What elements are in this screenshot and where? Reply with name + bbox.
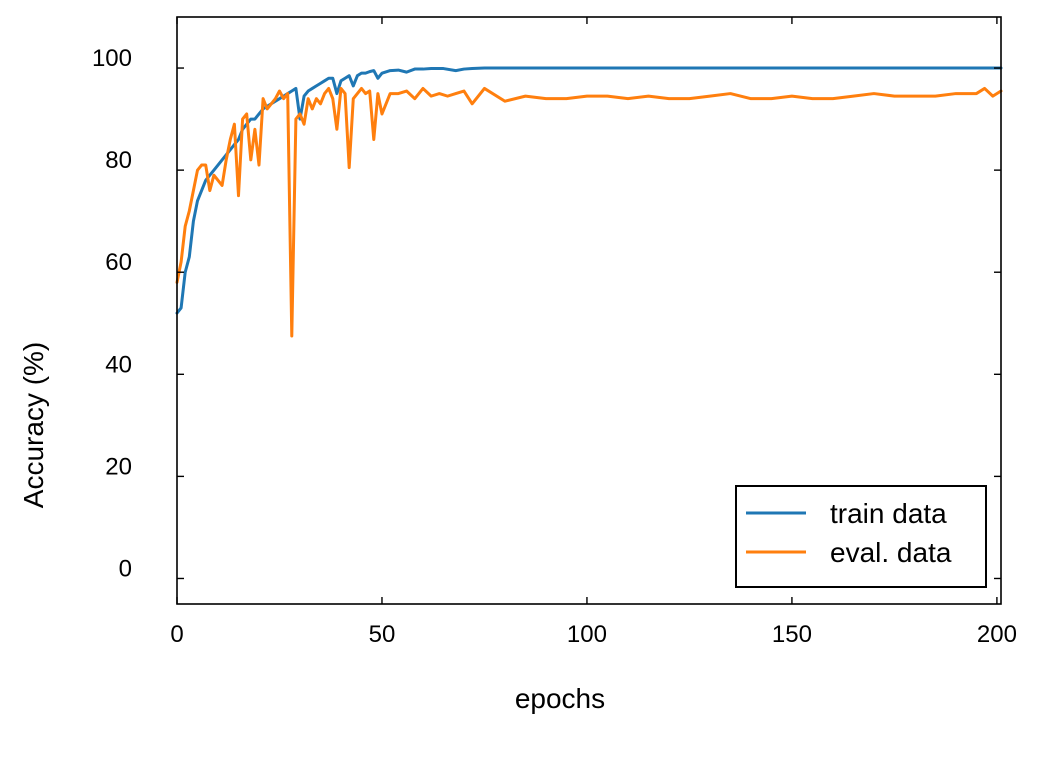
x-tick-label: 100 bbox=[567, 621, 607, 648]
legend-label-0: train data bbox=[830, 498, 947, 529]
legend: train data eval. data bbox=[735, 485, 987, 588]
x-tick-label: 150 bbox=[772, 621, 812, 648]
x-axis-label: epochs bbox=[515, 683, 605, 714]
y-tick-label: 80 bbox=[105, 147, 132, 174]
legend-label-1: eval. data bbox=[830, 537, 952, 568]
x-tick-label: 0 bbox=[170, 621, 183, 648]
legend-box bbox=[735, 485, 987, 588]
tick-layer: 0 50 100 150 200 0 20 40 60 80 100 bbox=[92, 17, 1017, 648]
y-tick-label: 60 bbox=[105, 249, 132, 276]
x-tick-label: 200 bbox=[977, 621, 1017, 648]
series-line-0 bbox=[175, 66, 1003, 315]
y-axis-label: Accuracy (%) bbox=[18, 342, 49, 508]
series-layer bbox=[175, 66, 1003, 338]
x-tick-label: 50 bbox=[369, 621, 396, 648]
y-tick-label: 100 bbox=[92, 45, 132, 72]
y-tick-label: 20 bbox=[105, 453, 132, 480]
plot-frame bbox=[176, 16, 1002, 605]
y-tick-label: 40 bbox=[105, 351, 132, 378]
series-line-1 bbox=[175, 86, 1003, 338]
y-tick-label: 0 bbox=[119, 555, 132, 582]
